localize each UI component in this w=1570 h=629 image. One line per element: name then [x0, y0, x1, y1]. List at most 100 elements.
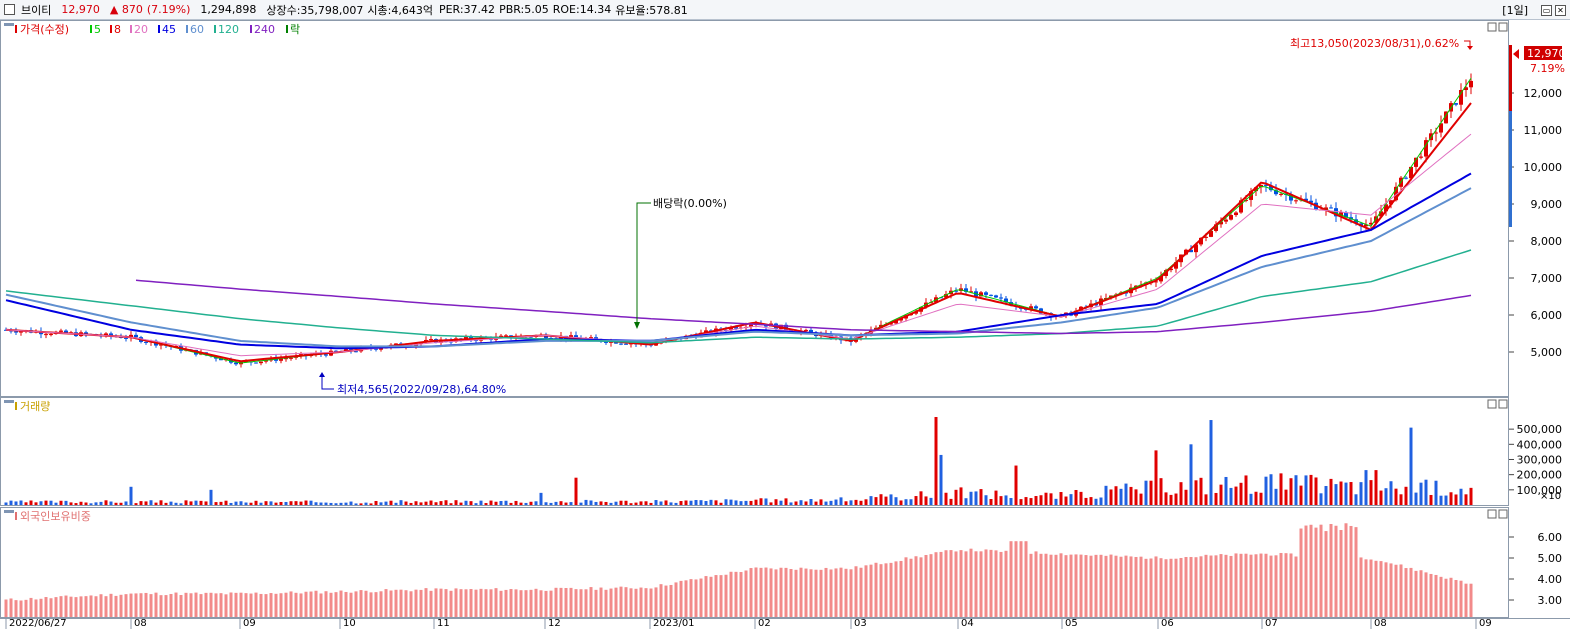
- candle-body: [804, 329, 808, 331]
- foreign-bar: [1044, 553, 1048, 617]
- foreign-bar: [1354, 527, 1358, 617]
- volume-bar: [19, 500, 23, 505]
- volume-bar: [169, 501, 173, 505]
- last-price-tag: 12,970 7.19%: [1509, 20, 1566, 228]
- restore-icon[interactable]: ▭: [1541, 4, 1552, 16]
- foreign-bar: [294, 592, 298, 617]
- foreign-bar: [589, 587, 593, 617]
- volume-bar: [484, 503, 488, 505]
- foreign-bar: [704, 576, 708, 617]
- candle-body: [1154, 281, 1158, 283]
- foreign-bar: [219, 593, 223, 617]
- volume-bar: [1324, 486, 1328, 505]
- foreign-panel-buttons[interactable]: [1487, 509, 1508, 519]
- foreign-bar: [319, 593, 323, 617]
- candle-body: [894, 320, 898, 324]
- foreign-bar: [934, 552, 938, 617]
- foreign-bar: [1434, 574, 1438, 617]
- candle-body: [1194, 244, 1198, 253]
- volume-bar: [599, 501, 603, 505]
- pbr-value: PBR:5.05: [499, 3, 549, 16]
- volume-bar: [814, 501, 818, 505]
- foreign-bar: [729, 571, 733, 617]
- foreign-bar: [1174, 558, 1178, 617]
- volume-bar: [759, 498, 763, 505]
- volume-legend: 거래량: [4, 400, 50, 413]
- foreign-bar: [434, 588, 438, 617]
- volume-bar: [1084, 497, 1088, 505]
- volume-bar: [844, 501, 848, 505]
- volume-bar: [54, 502, 58, 505]
- foreign-bar: [159, 595, 163, 617]
- foreign-bar: [494, 588, 498, 617]
- volume-bar: [879, 494, 883, 505]
- foreign-bar: [1184, 557, 1188, 617]
- foreign-bar: [504, 589, 508, 617]
- foreign-bar: [954, 551, 958, 617]
- foreign-bar: [239, 592, 243, 617]
- foreign-bar: [1379, 561, 1383, 617]
- volume-bar: [944, 492, 948, 505]
- candle-body: [729, 327, 733, 331]
- x-tick: 03: [854, 618, 867, 629]
- volume-bar: [319, 502, 323, 505]
- foreign-bar: [939, 551, 943, 617]
- foreign-bar: [569, 587, 573, 617]
- volume-bar: [1294, 475, 1298, 505]
- candle-body: [1029, 306, 1033, 310]
- foreign-bar: [1344, 523, 1348, 617]
- volume-bar: [179, 503, 183, 505]
- foreign-bar: [1154, 556, 1158, 617]
- foreign-bar: [39, 598, 43, 617]
- volume-bar: [394, 502, 398, 505]
- foreign-bar: [1219, 554, 1223, 617]
- foreign-bar: [1449, 577, 1453, 617]
- volume-bar: [764, 498, 768, 505]
- candle-body: [1384, 204, 1388, 212]
- foreign-bar: [364, 590, 368, 617]
- volume-bar: [1409, 427, 1413, 505]
- volume-bar: [1404, 486, 1408, 505]
- volume-bar: [1134, 489, 1138, 505]
- volume-bar: [694, 500, 698, 505]
- volume-bar: [854, 499, 858, 505]
- volume-bar: [1384, 488, 1388, 505]
- volume-bar: [894, 497, 898, 505]
- foreign-bar: [1334, 525, 1338, 617]
- foreign-bar: [1359, 557, 1363, 617]
- candle-body: [1189, 249, 1193, 253]
- foreign-bar: [1144, 558, 1148, 617]
- volume-bar: [464, 500, 468, 505]
- select-checkbox[interactable]: [4, 4, 15, 15]
- foreign-bar: [1444, 578, 1448, 617]
- period-selector[interactable]: [1일]: [1502, 4, 1528, 17]
- volume-bar: [754, 499, 758, 505]
- x-tick: 2023/01: [653, 618, 695, 629]
- foreign-bar: [1074, 554, 1078, 617]
- foreign-bar: [799, 567, 803, 617]
- candle-body: [504, 335, 508, 337]
- candle-body: [944, 294, 948, 298]
- candle-body: [604, 341, 608, 343]
- volume-bar: [1049, 493, 1053, 505]
- foreign-bar: [964, 551, 968, 617]
- foreign-bar: [344, 591, 348, 617]
- close-icon[interactable]: ✕: [1555, 4, 1566, 16]
- foreign-bar: [659, 584, 663, 617]
- foreign-bar: [1134, 556, 1138, 617]
- volume-bar: [1389, 481, 1393, 505]
- foreign-bar: [1024, 541, 1028, 617]
- volume-bar: [589, 500, 593, 505]
- candle-body: [1304, 198, 1308, 201]
- volume-bar: [574, 477, 578, 505]
- foreign-bar: [534, 588, 538, 617]
- foreign-bar: [174, 592, 178, 617]
- price-panel-buttons[interactable]: [1487, 22, 1508, 32]
- volume-bar: [289, 501, 293, 505]
- volume-bar: [914, 496, 918, 505]
- volume-bar: [1199, 477, 1203, 505]
- volume-bar: [724, 499, 728, 505]
- legend-foreign: 외국인보유비중: [20, 510, 91, 523]
- foreign-bar: [1309, 524, 1313, 617]
- volume-panel-buttons[interactable]: [1487, 399, 1508, 409]
